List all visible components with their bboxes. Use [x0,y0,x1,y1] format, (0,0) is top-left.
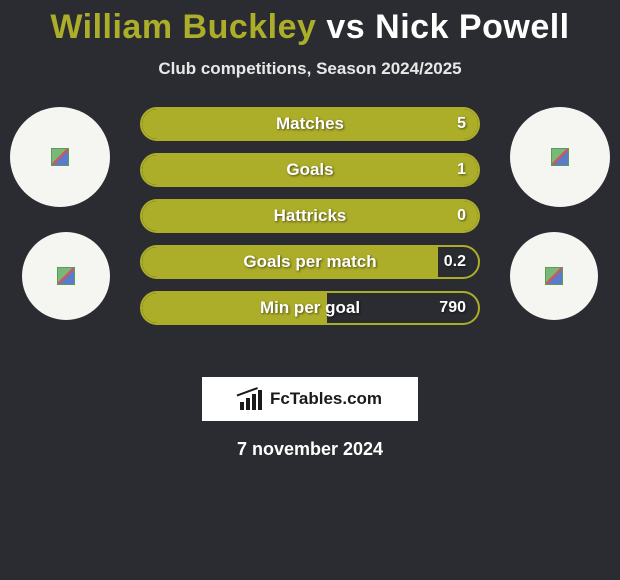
broken-image-icon [545,267,563,285]
avatar-left-2 [22,232,110,320]
broken-image-icon [51,148,69,166]
bar-fill [142,109,478,139]
broken-image-icon [551,148,569,166]
stat-bar-row: Goals per match0.2 [140,245,480,279]
avatar-right-2 [510,232,598,320]
bar-value-right: 790 [439,291,466,325]
stat-bar-row: Matches5 [140,107,480,141]
stat-bar-row: Min per goal790 [140,291,480,325]
avatars-right [492,107,612,337]
bar-track [140,153,480,187]
title-vs: vs [326,8,365,46]
bar-track [140,245,480,279]
logo-box: FcTables.com [202,377,418,421]
subtitle: Club competitions, Season 2024/2025 [0,59,620,79]
title-player2: Nick Powell [375,8,569,46]
bar-value-right: 1 [457,153,466,187]
logo-text: FcTables.com [270,389,382,409]
bar-fill [142,293,327,323]
stat-bar-row: Goals1 [140,153,480,187]
bar-value-right: 5 [457,107,466,141]
date-text: 7 november 2024 [0,439,620,460]
avatars-left [8,107,128,337]
stat-bar-row: Hattricks0 [140,199,480,233]
bar-track [140,199,480,233]
page-title: William Buckley vs Nick Powell [0,0,620,47]
bar-value-right: 0.2 [444,245,466,279]
bar-fill [142,247,438,277]
avatar-left-1 [10,107,110,207]
fctables-logo-icon [238,388,264,410]
bar-fill [142,201,478,231]
comparison-content: Matches5 Goals1 Hattricks0 Goals per match0… [0,107,620,367]
bar-track [140,107,480,141]
avatar-right-1 [510,107,610,207]
bar-value-right: 0 [457,199,466,233]
bar-fill [142,155,478,185]
title-player1: William Buckley [50,8,316,46]
bar-track [140,291,480,325]
stat-bars: Matches5 Goals1 Hattricks0 Goals per match0… [140,107,480,337]
broken-image-icon [57,267,75,285]
